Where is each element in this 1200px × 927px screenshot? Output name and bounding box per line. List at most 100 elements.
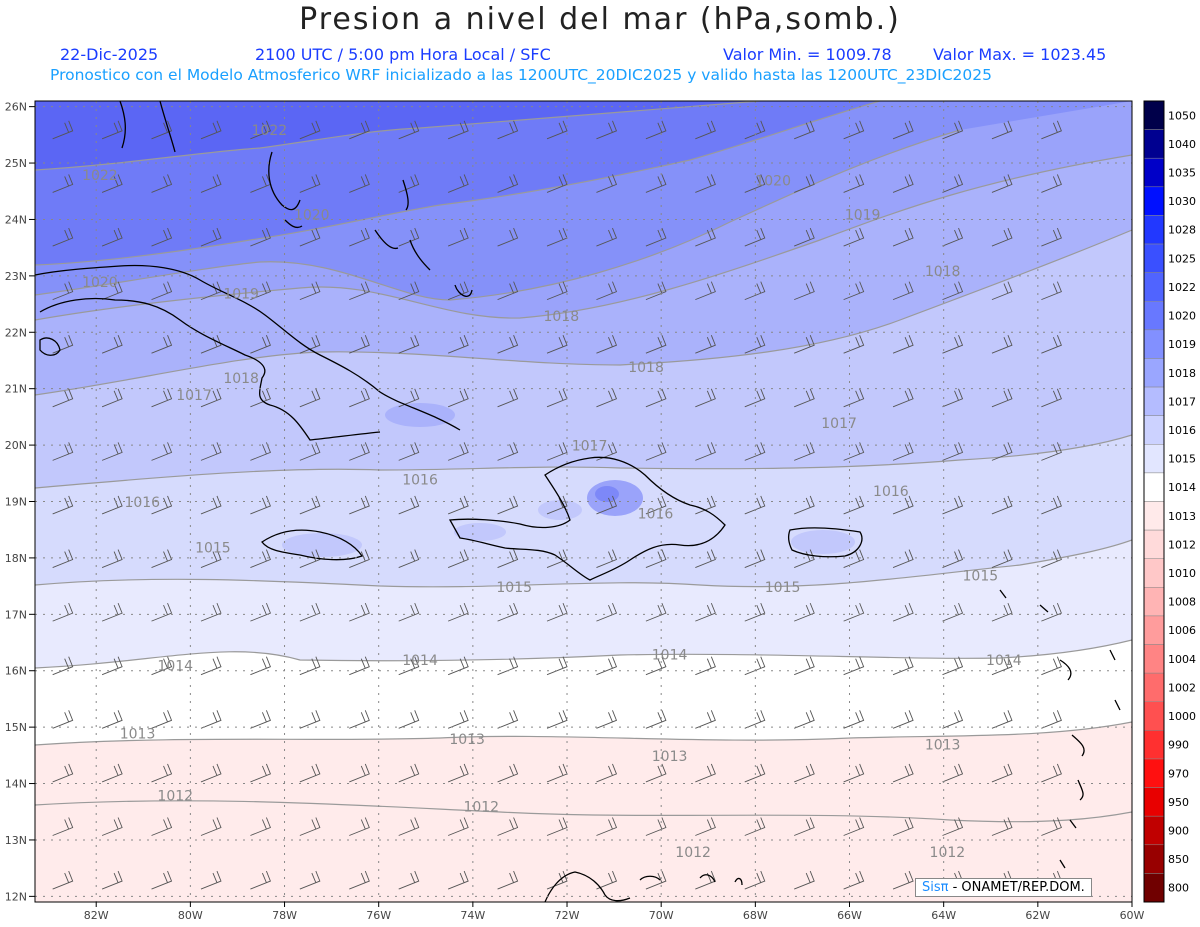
wind-barb	[101, 281, 123, 301]
isobar-label: 1020	[755, 174, 791, 190]
colorbar-swatch	[1143, 301, 1165, 331]
isobar-label: 1014	[652, 647, 688, 663]
wind-barb	[299, 602, 321, 622]
isobar-label: 1015	[496, 580, 532, 596]
wind-barb	[546, 174, 568, 193]
wind-barb	[596, 549, 618, 568]
wind-barb	[1041, 335, 1062, 354]
colorbar-swatch	[1143, 844, 1165, 874]
coastlines	[35, 101, 1121, 902]
isobar-label: 1016	[124, 495, 160, 511]
wind-barb	[991, 174, 1013, 193]
wind-barb	[497, 656, 519, 676]
wind-barb	[1041, 549, 1062, 568]
wind-barb	[942, 120, 964, 140]
lesser-antilles	[999, 589, 1121, 869]
wind-barb	[695, 281, 716, 301]
wind-barb	[497, 174, 519, 193]
wind-barb	[398, 281, 420, 301]
wind-barb	[447, 870, 469, 890]
colorbar-swatch	[1143, 615, 1165, 645]
wind-barb	[447, 549, 469, 568]
wind-barb	[447, 120, 469, 140]
credit-box: Sisπ - ONAMET/REP.DOM.	[915, 878, 1092, 897]
colorbar-swatch	[1143, 243, 1165, 273]
forecast-date: 22-Dic-2025	[60, 45, 159, 64]
wind-barb	[101, 388, 123, 408]
wind-barb	[250, 602, 271, 622]
wind-barb	[596, 656, 618, 676]
colorbar-frame	[1143, 100, 1165, 903]
lat-tick-label: 16N	[5, 665, 27, 678]
jamaica-coast	[261, 529, 363, 561]
wind-barb	[398, 763, 420, 783]
wind-barb	[497, 710, 519, 729]
wind-barb	[744, 495, 766, 515]
wind-barb	[151, 442, 173, 461]
wind-barb	[200, 388, 222, 408]
wind-barb	[892, 710, 914, 729]
wind-barb	[942, 549, 964, 568]
latitude-labels: 26N 25N 24N 23N 22N 21N 20N 19N 18N 17N 16N 15N 14N 1…	[5, 101, 35, 903]
isobar-label: 1012	[157, 788, 193, 804]
wind-barb	[546, 656, 568, 676]
graticule	[35, 101, 1133, 902]
wind-barb	[447, 656, 469, 676]
isobar-label: 1020	[294, 207, 330, 223]
colorbar-swatch	[1143, 873, 1165, 903]
wind-barb	[299, 710, 321, 729]
lat-tick-label: 19N	[5, 496, 27, 509]
wind-barb	[794, 281, 815, 301]
wind-barb	[596, 602, 618, 622]
max-value: Valor Max. = 1023.45	[933, 45, 1107, 64]
wind-barb	[200, 442, 222, 461]
wind-barb	[349, 120, 370, 140]
wind-barb	[250, 870, 271, 890]
wind-barb	[942, 281, 964, 301]
colorbar-swatch	[1143, 730, 1165, 760]
lat-tick-label: 24N	[5, 213, 27, 226]
wind-barb	[744, 335, 766, 354]
wind-barb	[151, 281, 173, 301]
lat-tick-label: 23N	[5, 270, 27, 283]
colorbar-label: 1002	[1168, 681, 1196, 694]
wind-barb	[299, 227, 321, 247]
wind-barb	[892, 602, 914, 622]
wind-barb	[1041, 442, 1062, 461]
wind-barb	[447, 281, 469, 301]
wind-barb	[892, 656, 914, 676]
wind-barb	[942, 227, 964, 247]
wind-barb	[942, 388, 964, 408]
wind-barb	[596, 495, 618, 515]
min-value: Valor Min. = 1009.78	[723, 45, 892, 64]
wind-barb	[794, 442, 815, 461]
wind-barbs	[52, 120, 1062, 890]
wind-barb	[645, 710, 667, 729]
wind-barb	[151, 817, 173, 836]
wind-barb	[52, 870, 74, 890]
wind-barb	[200, 120, 222, 140]
isobar-label: 1018	[925, 264, 961, 280]
colorbar-swatch	[1143, 215, 1165, 245]
wind-barb	[52, 549, 74, 568]
colorbar-swatch	[1143, 701, 1165, 731]
colorbar-swatch	[1143, 644, 1165, 674]
isobar-label: 1016	[873, 484, 909, 500]
wind-barb	[299, 335, 321, 354]
wind-barb	[942, 763, 964, 783]
lon-tick-label: 60W	[1120, 909, 1145, 922]
wind-barb	[250, 656, 271, 676]
colorbar-swatch	[1143, 758, 1165, 788]
wind-barb	[695, 495, 716, 515]
wind-barb	[695, 710, 716, 729]
wind-barb	[1041, 174, 1062, 193]
wind-barb	[151, 710, 173, 729]
wind-barb	[101, 549, 123, 568]
colorbar-swatch	[1143, 100, 1165, 130]
wind-barb	[200, 335, 222, 354]
lat-tick-label: 26N	[5, 101, 27, 114]
wind-barb	[299, 817, 321, 836]
wind-barb	[151, 870, 173, 890]
wind-barb	[794, 120, 815, 140]
wind-barb	[991, 495, 1013, 515]
